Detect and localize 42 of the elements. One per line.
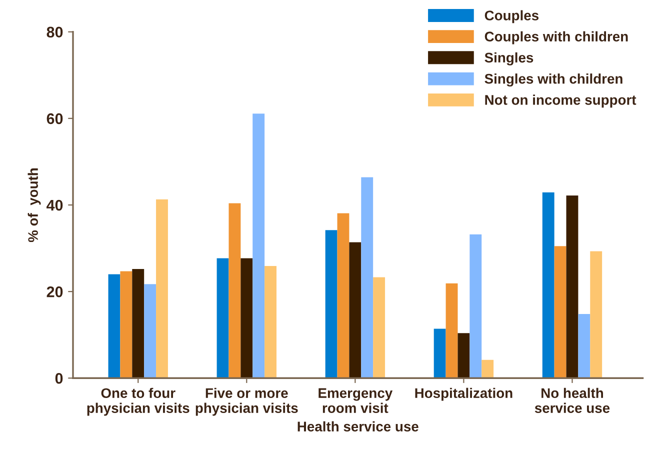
y-tick-label: 20 <box>46 286 63 298</box>
y-tick-label: 40 <box>46 200 63 211</box>
legend-label: Couples <box>484 10 539 24</box>
bar <box>482 360 494 378</box>
y-axis-title: % of youth <box>28 168 41 242</box>
legend-label: Singles <box>484 52 534 66</box>
bar <box>228 203 241 378</box>
bar <box>144 284 156 378</box>
x-tick-label: No health service use <box>534 388 610 413</box>
legend-label: Singles with children <box>484 74 622 87</box>
bar <box>120 271 132 378</box>
y-tick-label: 60 <box>46 113 63 124</box>
legend-label: Not on income support <box>485 94 636 108</box>
bar <box>132 269 144 378</box>
bar <box>361 177 374 378</box>
x-tick-label: Hospitalization <box>415 388 512 401</box>
y-tick-label: 0 <box>55 372 63 384</box>
bar <box>264 266 276 378</box>
bar <box>108 274 120 378</box>
bar <box>349 242 362 378</box>
bar <box>470 234 482 378</box>
bar <box>590 251 602 378</box>
bar <box>216 258 229 378</box>
y-tick-label: 80 <box>46 26 63 38</box>
x-tick-label: One to four physician visits <box>87 388 190 416</box>
bar <box>240 258 253 378</box>
bar <box>373 277 386 378</box>
legend-label: Couples with children <box>484 31 628 44</box>
bar <box>325 230 338 378</box>
x-axis-title: Health service use <box>298 421 418 432</box>
bar <box>542 192 554 378</box>
x-tick-label: Five or more physician visits <box>196 388 298 416</box>
bar <box>554 246 566 378</box>
bar <box>434 328 446 378</box>
bar <box>252 114 265 378</box>
bar <box>566 195 578 378</box>
bar <box>446 283 458 378</box>
bar <box>156 199 168 378</box>
bar <box>578 314 590 378</box>
bar <box>458 333 470 378</box>
x-tick-label: Emergency room visit <box>318 388 393 413</box>
bar <box>337 213 350 378</box>
